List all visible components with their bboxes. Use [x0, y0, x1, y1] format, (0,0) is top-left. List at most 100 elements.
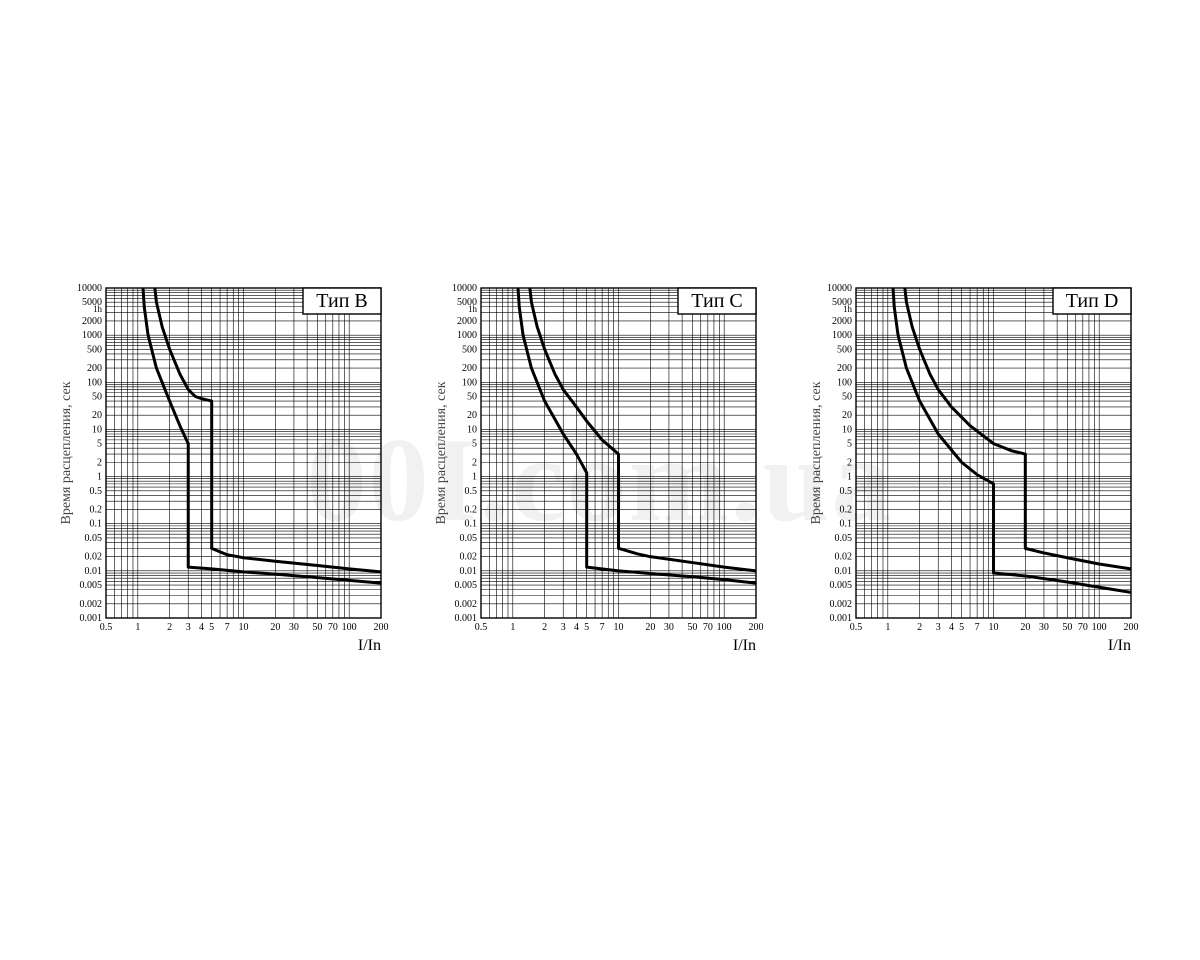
y-tick-label: 2	[97, 457, 102, 468]
y-tick-label: 0.2	[90, 505, 103, 516]
x-tick-label: 70	[703, 622, 713, 633]
chart-pane: 0.512345710203050701002000.0010.0020.005…	[433, 280, 764, 658]
x-tick-label: 5	[209, 622, 214, 633]
y-tick-label: 5	[97, 439, 102, 450]
x-tick-label: 1	[135, 622, 140, 633]
y-tick-label: 0.005	[830, 580, 853, 591]
y-tick-label: 0.005	[80, 580, 103, 591]
x-tick-label: 2	[917, 622, 922, 633]
x-tick-label: 100	[1092, 622, 1107, 633]
y-tick-label: 20	[842, 410, 852, 421]
x-tick-label: 3	[936, 622, 941, 633]
x-tick-label: 3	[561, 622, 566, 633]
x-tick-label: 4	[949, 622, 954, 633]
y-tick-label: 100	[462, 377, 477, 388]
y-tick-label: 500	[87, 344, 102, 355]
y-tick-label: 0.1	[465, 519, 478, 530]
y-tick-label: 20	[467, 410, 477, 421]
y-tick-label: 200	[462, 363, 477, 374]
y-tick-label: 2000	[82, 316, 102, 327]
y-tick-label: 0.5	[840, 486, 853, 497]
y-tick-label: 1	[472, 472, 477, 483]
y-tick-label: 10000	[452, 283, 477, 294]
x-tick-label: 1	[885, 622, 890, 633]
y-tick-label: 0.1	[840, 519, 853, 530]
y-tick-label: 0.005	[455, 580, 478, 591]
y-tick-label: 10	[467, 424, 477, 435]
y-tick-label: 5	[847, 439, 852, 450]
x-tick-label: 200	[374, 622, 389, 633]
y-tick-label: 2	[847, 457, 852, 468]
y-tick-label: 1000	[832, 330, 852, 341]
x-tick-label: 50	[312, 622, 322, 633]
x-tick-label: 10	[239, 622, 249, 633]
y-tick-label: 2	[472, 457, 477, 468]
trip-curve-chart: 0.512345710203050701002000.0010.0020.005…	[433, 280, 764, 658]
svg-text:1h: 1h	[468, 304, 478, 314]
y-tick-label: 0.05	[460, 533, 478, 544]
y-axis-label: Время расцепления, сек	[809, 381, 824, 524]
chart-row: 0.512345710203050701002000.0010.0020.005…	[58, 280, 1158, 658]
x-axis-label: I/In	[733, 637, 756, 654]
y-tick-label: 2000	[457, 316, 477, 327]
x-tick-label: 100	[342, 622, 357, 633]
x-tick-label: 20	[1020, 622, 1030, 633]
y-tick-label: 0.002	[455, 599, 478, 610]
y-tick-label: 0.01	[835, 566, 853, 577]
y-tick-label: 0.01	[85, 566, 103, 577]
y-tick-label: 20	[92, 410, 102, 421]
y-tick-label: 2000	[832, 316, 852, 327]
y-tick-label: 50	[92, 391, 102, 402]
y-tick-label: 0.002	[830, 599, 853, 610]
y-tick-label: 0.5	[90, 486, 103, 497]
y-tick-label: 5	[472, 439, 477, 450]
x-tick-label: 30	[664, 622, 674, 633]
y-tick-label: 0.05	[835, 533, 853, 544]
y-tick-label: 0.001	[830, 613, 853, 624]
y-tick-label: 50	[842, 391, 852, 402]
x-tick-label: 7	[225, 622, 230, 633]
x-tick-label: 20	[645, 622, 655, 633]
chart-title: Тип D	[1066, 290, 1119, 312]
upper-curve	[905, 288, 1131, 569]
chart-pane: 0.512345710203050701002000.0010.0020.005…	[808, 280, 1139, 658]
x-tick-label: 50	[687, 622, 697, 633]
x-tick-label: 7	[975, 622, 980, 633]
chart-pane: 0.512345710203050701002000.0010.0020.005…	[58, 280, 389, 658]
y-tick-label: 10	[92, 424, 102, 435]
y-tick-label: 0.002	[80, 599, 103, 610]
y-tick-label: 0.2	[465, 505, 478, 516]
y-tick-label: 500	[837, 344, 852, 355]
y-tick-label: 0.05	[85, 533, 103, 544]
x-tick-label: 2	[542, 622, 547, 633]
y-tick-label: 1	[847, 472, 852, 483]
x-tick-label: 3	[186, 622, 191, 633]
y-tick-label: 200	[837, 363, 852, 374]
y-tick-label: 10000	[827, 283, 852, 294]
y-tick-label: 100	[87, 377, 102, 388]
y-tick-label: 0.001	[80, 613, 103, 624]
x-tick-label: 30	[1039, 622, 1049, 633]
y-tick-label: 500	[462, 344, 477, 355]
x-tick-label: 5	[959, 622, 964, 633]
y-tick-label: 0.5	[465, 486, 478, 497]
x-tick-label: 5	[584, 622, 589, 633]
x-tick-label: 200	[1124, 622, 1139, 633]
y-axis-label: Время расцепления, сек	[59, 381, 74, 524]
y-tick-label: 50	[467, 391, 477, 402]
y-tick-label: 0.2	[840, 505, 853, 516]
y-tick-label: 10000	[77, 283, 102, 294]
y-tick-label: 1000	[457, 330, 477, 341]
x-tick-label: 100	[717, 622, 732, 633]
x-tick-label: 1	[510, 622, 515, 633]
x-tick-label: 10	[989, 622, 999, 633]
svg-text:1h: 1h	[843, 304, 853, 314]
x-tick-label: 4	[574, 622, 579, 633]
y-tick-label: 10	[842, 424, 852, 435]
y-tick-label: 0.1	[90, 519, 103, 530]
y-tick-label: 1000	[82, 330, 102, 341]
x-tick-label: 10	[614, 622, 624, 633]
x-tick-label: 70	[328, 622, 338, 633]
y-tick-label: 0.02	[85, 552, 103, 563]
x-axis-label: I/In	[358, 637, 381, 654]
